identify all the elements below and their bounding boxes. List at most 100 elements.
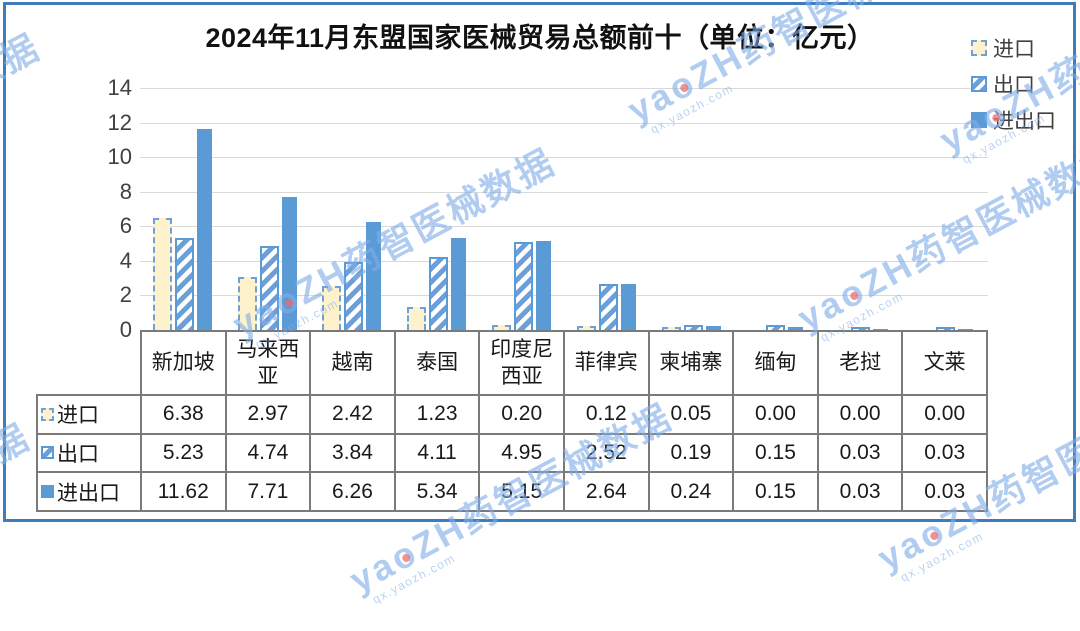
value-cell: 4.95: [480, 434, 563, 472]
category-label: 越南: [311, 332, 394, 394]
category-label: 马来西亚: [226, 332, 310, 394]
bar-group-9: [818, 88, 903, 330]
row-key-import-icon: [41, 407, 54, 421]
bar-import: [237, 277, 257, 330]
y-axis-tick: 8: [119, 178, 132, 204]
value-cell: 0.20: [480, 396, 563, 433]
bar-export: [429, 257, 449, 330]
category-label: 老挝: [818, 332, 902, 394]
bar-series-layer: [140, 88, 988, 330]
bar-total: [705, 326, 721, 330]
row-key-export-icon: [41, 446, 54, 460]
y-axis-tick: 12: [107, 109, 132, 135]
category-label: 柬埔寨: [649, 332, 733, 394]
bar-export: [259, 246, 279, 330]
bar-total: [536, 241, 552, 330]
row-label-text: 出口: [57, 442, 99, 466]
bar-total: [451, 238, 467, 330]
watermark-text: yaoZH药智医械数据: [0, 415, 38, 588]
value-cell: 0.15: [734, 434, 817, 472]
value-cell: 4.74: [226, 434, 310, 472]
legend-label: 进口: [993, 38, 1035, 61]
gridline: [140, 88, 988, 89]
value-cell: 0.00: [903, 396, 986, 433]
legend-label: 出口: [993, 74, 1035, 97]
bar-group-1: [140, 88, 225, 330]
value-cell: 0.19: [649, 434, 733, 472]
bar-group-7: [649, 88, 734, 330]
watermark-subtext: qx.yaozh.com: [0, 60, 53, 241]
legend: 进口 出口 进出口: [971, 30, 1056, 138]
bar-export: [174, 238, 194, 330]
bar-import: [152, 218, 172, 330]
legend-key-export-icon: [971, 76, 987, 92]
bar-group-10: [903, 88, 988, 330]
value-cell: 0.00: [734, 396, 817, 433]
category-label: 印度尼西亚: [480, 332, 563, 394]
value-cell: 4.11: [395, 434, 479, 472]
value-cell: 0.03: [818, 473, 902, 510]
data-table: 进口 6.38 2.97 2.42 1.23 0.20 0.12 0.05 0.00 0.00 0.…: [36, 394, 988, 512]
bar-export: [766, 325, 786, 330]
bar-total: [873, 329, 889, 330]
value-cell: 1.23: [395, 396, 479, 433]
bar-group-2: [225, 88, 310, 330]
y-axis-tick: 2: [119, 282, 132, 308]
legend-key-total-icon: [971, 112, 987, 128]
y-axis-tick: 10: [107, 144, 132, 170]
row-label-text: 进出口: [57, 481, 120, 505]
bar-export: [514, 242, 534, 330]
category-label: 新加坡: [142, 332, 225, 394]
bar-import: [407, 307, 427, 330]
row-label-text: 进口: [57, 404, 99, 428]
value-cell: 0.12: [564, 396, 648, 433]
bar-export: [683, 325, 703, 330]
bar-group-5: [479, 88, 564, 330]
gridline: [140, 191, 988, 193]
legend-key-import-icon: [971, 40, 987, 56]
bar-total: [620, 284, 636, 330]
bar-export: [936, 327, 956, 330]
bar-export: [851, 327, 871, 330]
value-cell: 0.03: [903, 473, 986, 510]
category-header-row: 新加坡 马来西亚 越南 泰国 印度尼西亚 菲律宾 柬埔寨 缅甸 老挝 文莱: [140, 330, 988, 396]
legend-item-total: 进出口: [971, 102, 1056, 138]
bar-total: [958, 329, 974, 330]
plot-area: [140, 88, 988, 330]
y-axis-tick: 4: [119, 247, 132, 273]
value-cell: 0.15: [734, 473, 817, 510]
gridline: [140, 157, 988, 159]
gridline: [140, 226, 988, 228]
value-cell: 0.24: [649, 473, 733, 510]
y-axis-tick: 6: [119, 213, 132, 239]
legend-label: 进出口: [993, 110, 1056, 133]
bar-import: [322, 286, 342, 330]
bar-total: [788, 327, 804, 330]
bar-group-3: [310, 88, 395, 330]
value-cell: 2.64: [564, 473, 648, 510]
value-cell: 6.38: [142, 396, 225, 433]
legend-item-import: 进口: [971, 30, 1056, 66]
bar-group-4: [394, 88, 479, 330]
bar-total: [196, 129, 212, 330]
gridline: [140, 260, 988, 262]
value-cell: 0.03: [903, 434, 986, 472]
value-cell: 7.71: [226, 473, 310, 510]
value-cell: 5.23: [142, 434, 225, 472]
legend-item-export: 出口: [971, 66, 1056, 102]
value-cell: 0.00: [818, 396, 902, 433]
bar-group-8: [734, 88, 819, 330]
bar-total: [281, 197, 297, 330]
gridline: [140, 295, 988, 297]
row-label-export: 出口: [38, 434, 140, 472]
y-axis-tick: 14: [107, 75, 132, 100]
row-key-total-icon: [41, 485, 54, 499]
value-cell: 5.15: [480, 473, 563, 510]
row-label-total: 进出口: [38, 473, 140, 510]
bar-export: [344, 262, 364, 330]
chart-title: 2024年11月东盟国家医械贸易总额前十（单位：亿元）: [205, 23, 875, 53]
value-cell: 0.05: [649, 396, 733, 433]
y-axis-tick: 0: [119, 317, 132, 342]
bar-import: [576, 326, 596, 330]
bar-export: [598, 284, 618, 330]
